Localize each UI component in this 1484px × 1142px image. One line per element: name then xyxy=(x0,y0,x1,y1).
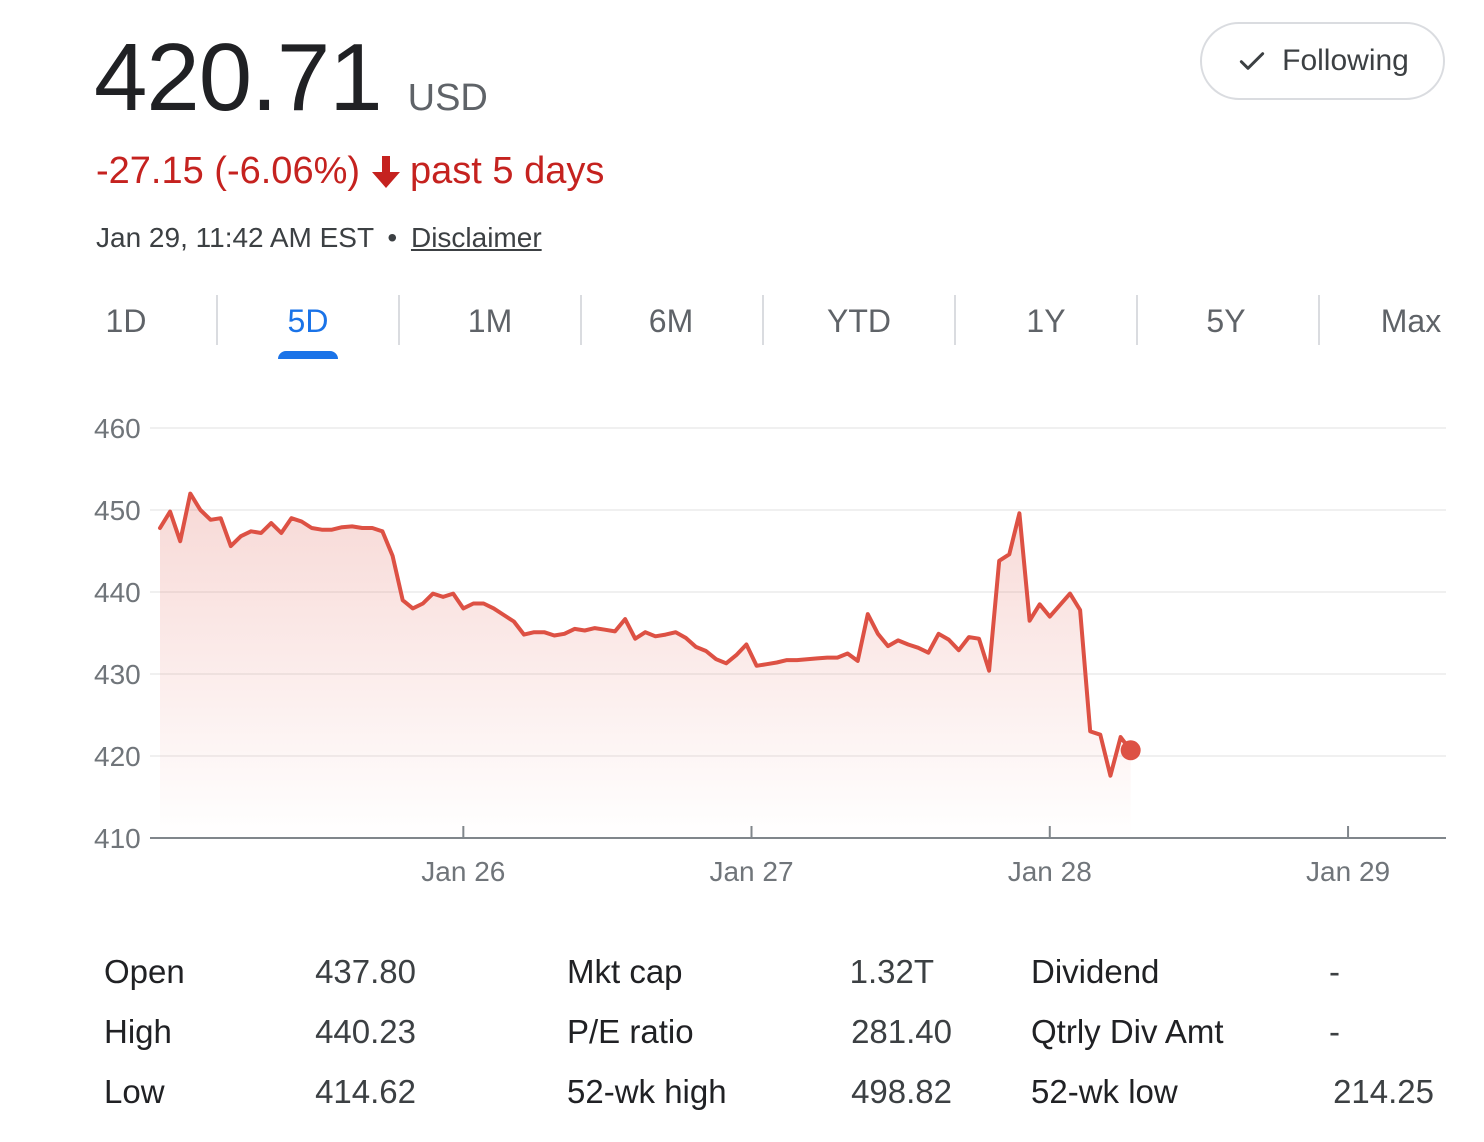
stat-label: P/E ratio xyxy=(567,1013,694,1050)
stat-label: Open xyxy=(104,953,185,990)
tab-divider xyxy=(1318,295,1320,345)
current-price: 420.71 xyxy=(94,24,383,131)
disclaimer-link[interactable]: Disclaimer xyxy=(410,222,542,253)
quote-timestamp: Jan 29, 11:42 AM EST • Disclaimer xyxy=(96,222,542,254)
currency-label: USD xyxy=(407,77,488,119)
price-area xyxy=(160,493,1131,838)
check-icon xyxy=(1239,52,1265,70)
key-stats: Open 437.80 High 440.23 Low 414.62 Mkt c… xyxy=(0,945,1484,1125)
tab-divider xyxy=(398,295,400,345)
x-axis: Jan 26 Jan 27 Jan 28 Jan 29 xyxy=(421,826,1390,887)
stat-label: Mkt cap xyxy=(567,953,683,990)
tab-5d[interactable]: 5D xyxy=(287,302,329,339)
y-tick-label: 410 xyxy=(94,823,141,854)
stat-label: Dividend xyxy=(1031,953,1160,990)
stat-value: 498.82 xyxy=(851,1073,952,1110)
change-amount: -27.15 (-6.06%) xyxy=(96,150,361,192)
following-label: Following xyxy=(1282,44,1409,77)
stat-label: 52-wk high xyxy=(567,1073,727,1110)
range-selector: 1D 5D 1M 6M YTD 1Y 5Y Max xyxy=(34,295,1454,361)
price-change: -27.15 (-6.06%) past 5 days xyxy=(96,150,604,193)
x-tick-label: Jan 27 xyxy=(709,856,793,887)
stat-value: - xyxy=(1329,1013,1340,1050)
y-tick-label: 430 xyxy=(94,659,141,690)
stat-label: High xyxy=(104,1013,172,1050)
tab-divider xyxy=(580,295,582,345)
tab-divider xyxy=(954,295,956,345)
y-tick-label: 420 xyxy=(94,741,141,772)
y-tick-label: 460 xyxy=(94,413,141,444)
price-line xyxy=(158,491,1133,778)
selected-tab-indicator xyxy=(278,351,338,359)
stat-label: Low xyxy=(104,1073,165,1110)
following-button[interactable]: Following xyxy=(1200,22,1445,100)
y-axis: 460 450 440 430 420 410 xyxy=(94,413,141,854)
x-tick-label: Jan 26 xyxy=(421,856,505,887)
x-tick-label: Jan 29 xyxy=(1306,856,1390,887)
tab-max[interactable]: Max xyxy=(1380,302,1442,339)
stat-label: Qtrly Div Amt xyxy=(1031,1013,1224,1050)
y-tick-label: 440 xyxy=(94,577,141,608)
timestamp-text: Jan 29, 11:42 AM EST xyxy=(96,222,374,253)
price-header: 420.71 USD xyxy=(94,30,488,126)
stat-value: 1.32T xyxy=(849,953,934,990)
change-period: past 5 days xyxy=(410,150,605,192)
stat-value: 437.80 xyxy=(315,953,416,990)
stat-label: 52-wk low xyxy=(1031,1073,1178,1110)
stat-value: 440.23 xyxy=(315,1013,416,1050)
separator-dot: • xyxy=(387,222,398,253)
x-tick-label: Jan 28 xyxy=(1008,856,1092,887)
tab-divider xyxy=(216,295,218,345)
tab-6m[interactable]: 6M xyxy=(648,302,694,339)
stat-value: 214.25 xyxy=(1333,1073,1434,1110)
tab-divider xyxy=(1136,295,1138,345)
stat-value: 414.62 xyxy=(315,1073,416,1110)
y-tick-label: 450 xyxy=(94,495,141,526)
last-price-marker xyxy=(1120,740,1141,761)
tab-ytd[interactable]: YTD xyxy=(827,302,891,339)
tab-divider xyxy=(762,295,764,345)
tab-1m[interactable]: 1M xyxy=(467,302,513,339)
stat-value: - xyxy=(1329,953,1340,990)
stat-value: 281.40 xyxy=(851,1013,952,1050)
arrow-down-icon xyxy=(372,155,401,188)
tab-1d[interactable]: 1D xyxy=(105,302,147,339)
tab-5y[interactable]: 5Y xyxy=(1206,302,1246,339)
tab-1y[interactable]: 1Y xyxy=(1026,302,1066,339)
